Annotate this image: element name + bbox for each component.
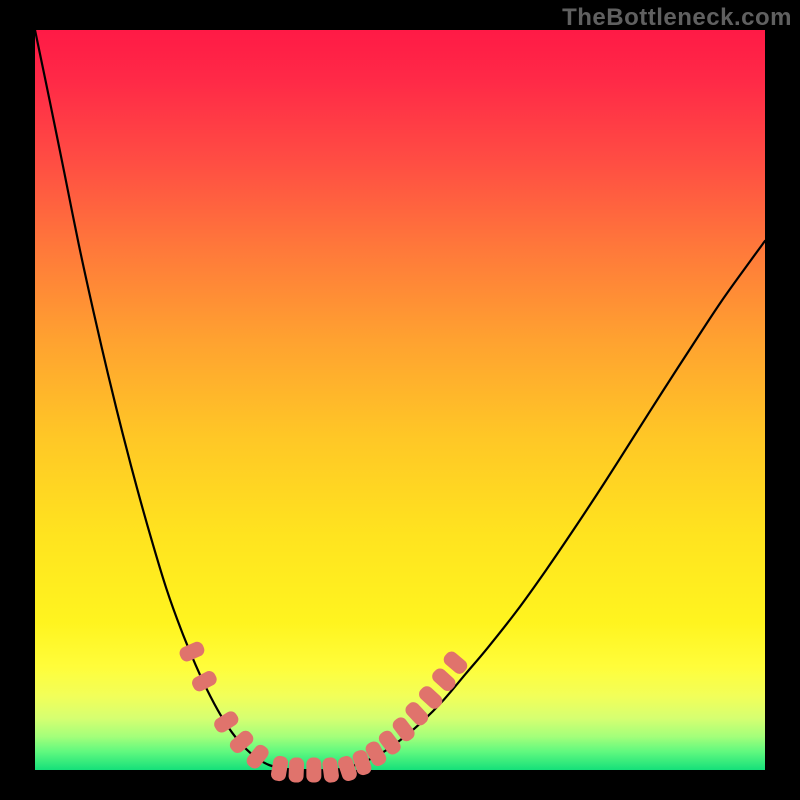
curve-marker [307,758,321,782]
curve-marker [322,757,339,783]
curve-marker [289,758,304,783]
watermark-text: TheBottleneck.com [562,4,792,32]
plot-area [35,30,765,770]
chart-stage: TheBottleneck.com [0,0,800,800]
chart-svg [0,0,800,800]
